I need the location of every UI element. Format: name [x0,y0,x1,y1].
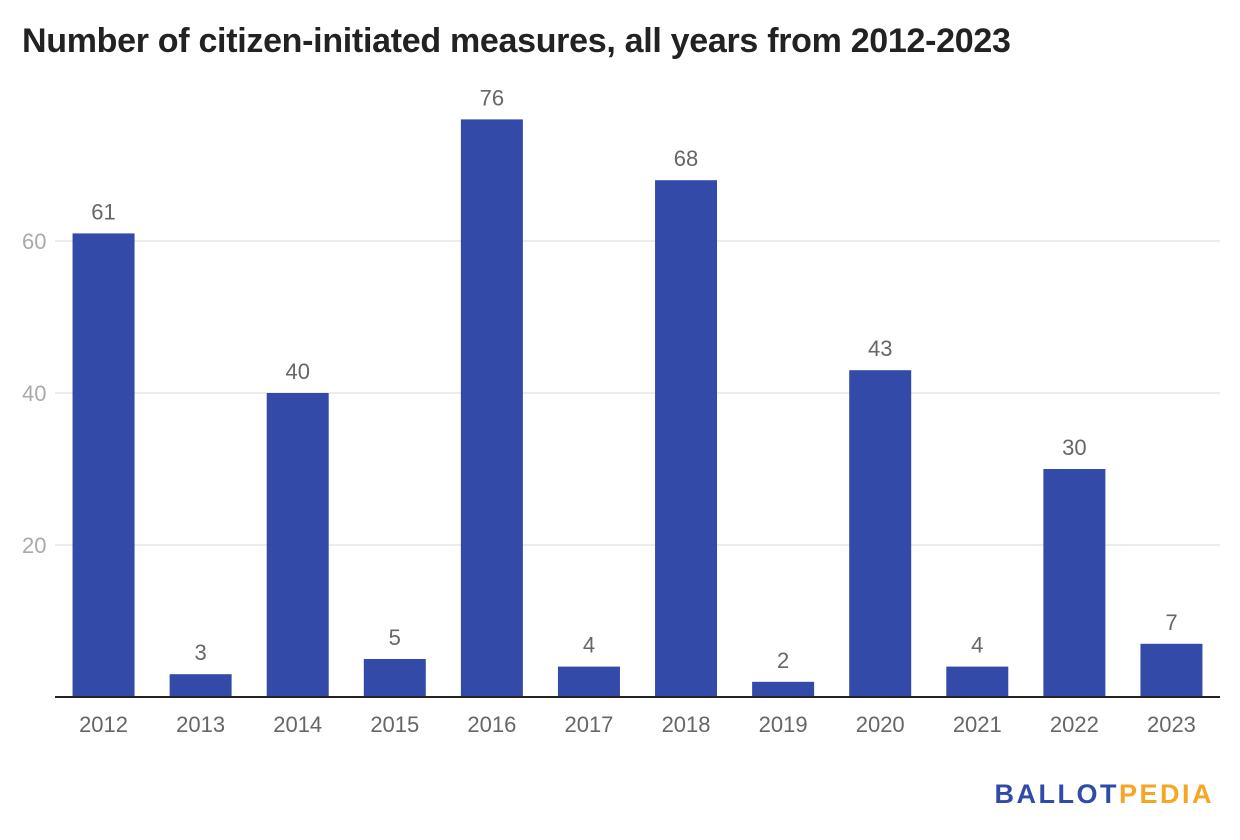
x-tick-label-2016: 2016 [467,712,516,737]
x-tick-label-2021: 2021 [953,712,1002,737]
bar-2018 [655,180,718,697]
data-label-2019: 2 [777,648,789,673]
x-tick-label-2019: 2019 [759,712,808,737]
y-tick-label: 40 [22,381,46,406]
y-tick-labels: 20 40 60 [22,229,46,558]
data-label-2020: 43 [868,336,892,361]
data-label-2014: 40 [285,359,309,384]
x-tick-label-2014: 2014 [273,712,322,737]
data-label-2023: 7 [1165,610,1177,635]
data-label-2022: 30 [1062,435,1086,460]
x-tick-label-2022: 2022 [1050,712,1099,737]
x-tick-label-2020: 2020 [856,712,905,737]
logo-part-pedia: PEDIA [1118,779,1214,809]
bar-2019 [752,681,815,697]
data-label-2016: 76 [480,85,504,110]
data-label-2015: 5 [389,625,401,650]
bar-2012 [72,233,135,697]
x-tick-label-2012: 2012 [79,712,128,737]
grid-lines [55,240,1220,546]
bar-2020 [849,370,912,697]
bar-2015 [363,659,426,697]
bar-2021 [946,666,1009,697]
bar-2014 [266,393,329,697]
data-labels: 61 3 40 5 76 4 68 2 43 4 30 7 [91,85,1177,672]
x-tick-label-2015: 2015 [370,712,419,737]
chart-title: Number of citizen-initiated measures, al… [22,22,1011,60]
y-tick-label: 60 [22,229,46,254]
x-tick-label-2013: 2013 [176,712,225,737]
data-label-2018: 68 [674,146,698,171]
x-tick-labels: 2012 2013 2014 2015 2016 2017 2018 2019 2020 2021… [79,712,1196,737]
data-label-2013: 3 [195,640,207,665]
ballotpedia-logo: BALLOTPEDIA [994,779,1214,810]
x-tick-label-2017: 2017 [564,712,613,737]
bar-2017 [557,666,620,697]
data-label-2021: 4 [971,633,983,658]
bar-2013 [169,674,232,697]
data-label-2017: 4 [583,633,595,658]
bars [72,119,1203,697]
x-tick-label-2018: 2018 [662,712,711,737]
y-tick-label: 20 [22,533,46,558]
x-tick-label-2023: 2023 [1147,712,1196,737]
bar-2023 [1140,643,1203,697]
bar-2016 [460,119,523,697]
data-label-2012: 61 [91,199,115,224]
bar-2022 [1043,469,1106,697]
logo-part-ballot: BALLOT [994,779,1119,809]
